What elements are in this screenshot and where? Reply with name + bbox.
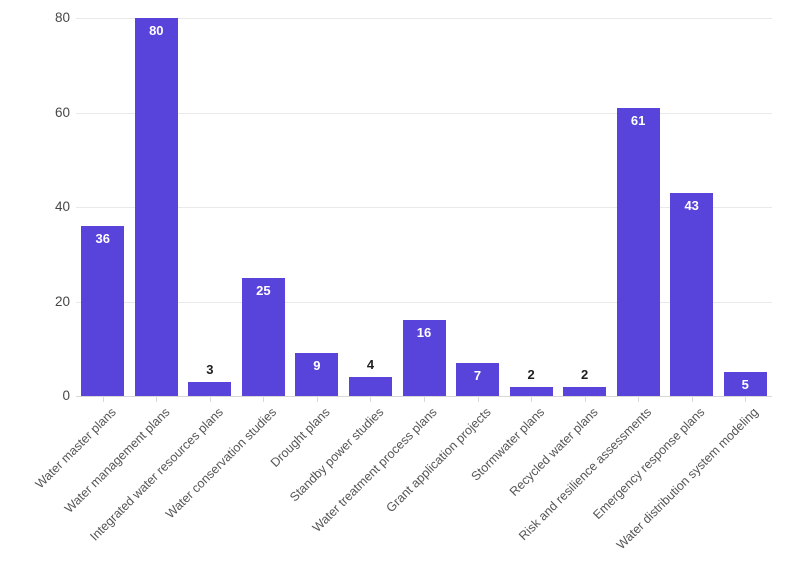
x-axis-tick [209, 397, 211, 402]
y-axis-tick-label: 20 [54, 293, 70, 309]
bar [456, 362, 500, 396]
bar-value-label: 2 [580, 366, 589, 382]
bar [509, 386, 553, 396]
bar-value-label: 25 [256, 282, 271, 298]
x-axis-tick [638, 397, 640, 402]
bar [616, 107, 660, 396]
bar-value-label: 4 [366, 357, 375, 373]
x-axis-tick [477, 397, 479, 402]
x-axis-tick [691, 397, 693, 402]
bar-value-label: 5 [741, 377, 749, 393]
y-axis-tick-label: 80 [54, 10, 70, 25]
bar [670, 192, 714, 396]
x-axis-tick [584, 397, 586, 402]
bar [348, 377, 392, 396]
bar-value-label: 36 [95, 230, 110, 246]
x-axis-label: Water management plans [61, 405, 173, 516]
x-axis-tick [316, 397, 318, 402]
x-axis-label: Standby power studies [287, 405, 387, 505]
x-axis-label: Grant application projects [383, 405, 494, 516]
bar-value-label: 43 [684, 197, 699, 213]
gridline [76, 18, 772, 19]
bar-value-label: 3 [206, 361, 214, 377]
x-axis-label: Recycled water plans [506, 405, 601, 499]
bar-value-label: 16 [416, 325, 432, 341]
bar [723, 372, 767, 396]
bar [295, 353, 339, 396]
x-axis-tick [424, 397, 425, 402]
bar-value-label: 61 [630, 112, 646, 128]
bar-value-label: 9 [313, 358, 321, 374]
x-axis-label: Water conservation studies [163, 405, 280, 522]
bar [402, 320, 446, 396]
gridline [76, 207, 772, 208]
bar-value-label: 2 [527, 366, 535, 382]
bar [563, 386, 607, 396]
x-axis-tick [370, 397, 372, 402]
bar [241, 277, 285, 396]
x-axis-tick [745, 397, 747, 402]
x-axis-tick [102, 397, 104, 402]
bar-value-label: 80 [149, 23, 164, 38]
x-axis-tick [156, 397, 158, 402]
x-axis-tick [263, 397, 265, 402]
y-axis-tick-label: 60 [54, 104, 70, 120]
y-axis-tick-label: 40 [54, 199, 70, 214]
x-axis-baseline [76, 396, 772, 397]
bar [188, 381, 232, 396]
gridline [76, 301, 772, 303]
x-axis-label: Emergency response plans [590, 405, 708, 523]
bar [134, 18, 178, 396]
bar [81, 225, 125, 396]
x-axis-tick [531, 397, 533, 402]
gridline [76, 112, 772, 114]
y-axis-tick-label: 0 [62, 388, 70, 403]
bar-value-label: 7 [473, 367, 482, 383]
